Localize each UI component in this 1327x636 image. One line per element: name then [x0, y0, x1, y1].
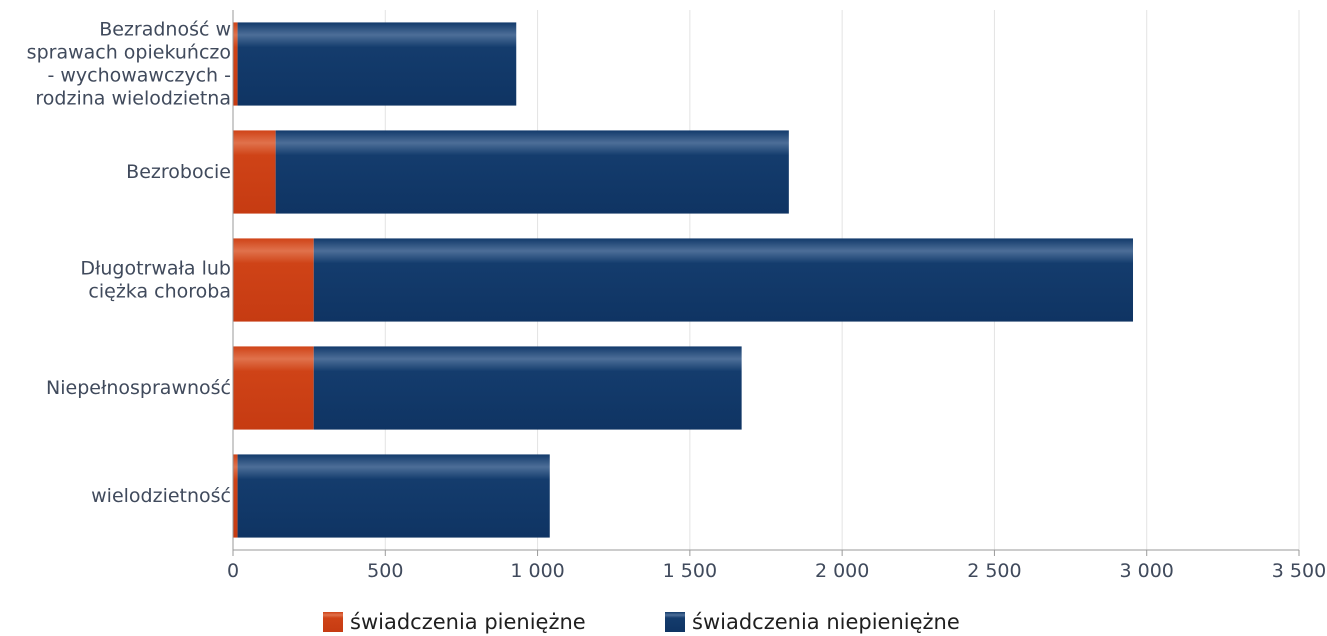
x-tick-label: 2 000 [815, 560, 869, 582]
bar-segment [233, 454, 238, 538]
bar-segment [313, 346, 742, 430]
bar-segment [233, 346, 314, 430]
bar-segment [233, 238, 314, 322]
axes [232, 10, 1300, 556]
x-tick-labels: 0 500 1 000 1 500 2 000 2 500 3 000 3 500 [227, 560, 1326, 582]
bar-segment [233, 22, 238, 106]
category-label: Długotrwała lub ciężka choroba [80, 258, 231, 303]
x-tick-label: 500 [367, 560, 403, 582]
x-tick-label: 1 000 [510, 560, 564, 582]
category-label: Niepełnosprawność [46, 377, 231, 399]
category-label: wielodzietność [91, 485, 231, 507]
x-tick-label: 0 [227, 560, 239, 582]
legend-swatch [665, 612, 685, 632]
x-tick-label: 3 000 [1120, 560, 1174, 582]
bar-segment [275, 130, 789, 214]
legend-label: świadczenia pieniężne [350, 610, 586, 634]
bar-segment [233, 130, 276, 214]
bar-segment [237, 22, 517, 106]
category-label: Bezrobocie [126, 161, 231, 183]
x-tick-label: 2 500 [967, 560, 1021, 582]
category-label: Bezradność w sprawach opiekuńczo - wychowa… [27, 19, 231, 110]
category-labels: Bezradność w sprawach opiekuńczo - wychowa… [27, 19, 231, 508]
legend-swatch [323, 612, 343, 632]
x-tick-label: 1 500 [663, 560, 717, 582]
x-tick-label: 3 500 [1272, 560, 1326, 582]
legend: świadczenia pieniężne świadczenia niepien… [323, 610, 960, 634]
legend-label: świadczenia niepieniężne [692, 610, 960, 634]
bars [233, 22, 1134, 538]
bar-segment [237, 454, 550, 538]
bar-segment [313, 238, 1134, 322]
